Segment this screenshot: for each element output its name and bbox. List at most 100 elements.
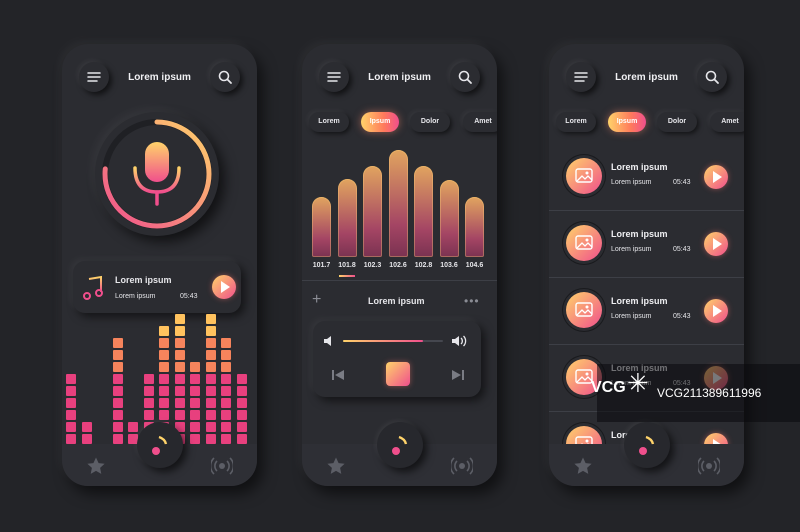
search-button[interactable]	[697, 62, 727, 92]
tab-lorem[interactable]: Lorem	[556, 112, 596, 132]
broadcast-icon[interactable]	[698, 456, 720, 476]
visualizer-cell	[236, 410, 247, 420]
visualizer-cell	[236, 434, 247, 444]
list-item[interactable]: Lorem ipsum Lorem ipsum 05:43	[549, 211, 744, 278]
visualizer-cell	[128, 434, 138, 444]
equalizer-bar[interactable]	[312, 196, 331, 257]
broadcast-icon[interactable]	[211, 456, 233, 476]
music-fab-button[interactable]	[376, 422, 423, 468]
menu-button[interactable]	[79, 62, 109, 92]
search-button[interactable]	[450, 62, 480, 92]
item-time: 05:43	[673, 179, 691, 186]
stop-button[interactable]	[386, 362, 410, 386]
item-subtitle: Lorem ipsum	[611, 179, 652, 186]
menu-button[interactable]	[319, 62, 349, 92]
more-icon[interactable]: •••	[464, 294, 480, 308]
item-subtitle: Lorem ipsum	[611, 313, 652, 320]
star-icon[interactable]	[86, 456, 106, 476]
equalizer-bar[interactable]	[465, 196, 484, 257]
play-button[interactable]	[212, 275, 236, 299]
visualizer-cell	[112, 374, 123, 384]
record-button[interactable]	[95, 112, 219, 236]
frequency-label: 102.6	[389, 262, 407, 269]
star-icon[interactable]	[573, 456, 593, 476]
tab-ipsum[interactable]: Ipsum	[361, 112, 399, 132]
visualizer-cell	[205, 326, 216, 336]
visualizer-cell	[66, 434, 76, 444]
frequency-label: 102.8	[414, 262, 433, 269]
visualizer-cell	[81, 422, 92, 432]
visualizer-cell	[159, 326, 169, 336]
search-button[interactable]	[210, 62, 240, 92]
visualizer-cell	[190, 434, 200, 444]
visualizer-cell	[112, 422, 123, 432]
visualizer-cell	[205, 314, 216, 324]
visualizer-cell	[236, 398, 247, 408]
visualizer-cell	[236, 422, 247, 432]
page-title: Lorem ipsum	[615, 72, 678, 83]
visualizer-cell	[66, 398, 76, 408]
visualizer-cell	[236, 374, 247, 384]
equalizer-bar[interactable]	[363, 165, 382, 257]
add-icon[interactable]: +	[312, 291, 322, 308]
visualizer-cell	[66, 410, 76, 420]
visualizer-cell	[112, 338, 123, 348]
previous-icon[interactable]	[331, 368, 345, 382]
equalizer-chart	[312, 147, 488, 257]
visualizer-cell	[190, 386, 200, 396]
music-note-icon	[83, 275, 103, 300]
tab-ipsum[interactable]: Ipsum	[608, 112, 646, 132]
screen-equalizer: Lorem ipsum Lorem Ipsum Dolor Amet 101.7…	[302, 44, 497, 486]
visualizer-cell	[205, 362, 216, 372]
menu-icon	[574, 72, 588, 82]
volume-slider[interactable]	[343, 340, 443, 342]
equalizer-bar[interactable]	[439, 180, 459, 257]
music-note-icon	[391, 435, 407, 455]
visualizer-cell	[174, 422, 185, 432]
page-title: Lorem ipsum	[368, 72, 431, 83]
visualizer-cell	[205, 374, 216, 384]
menu-button[interactable]	[566, 62, 596, 92]
visualizer-cell	[205, 410, 216, 420]
tab-dolor[interactable]: Dolor	[410, 112, 450, 132]
equalizer-bar[interactable]	[337, 178, 357, 257]
item-subtitle: Lorem ipsum	[611, 246, 652, 253]
frequency-label: 101.7	[312, 262, 331, 269]
tab-amet[interactable]: Amet	[710, 112, 744, 132]
microphone-icon	[133, 142, 181, 206]
visualizer-cell	[221, 350, 231, 360]
visualizer-cell	[81, 434, 92, 444]
tab-dolor[interactable]: Dolor	[657, 112, 697, 132]
play-button[interactable]	[704, 232, 728, 256]
list-item[interactable]: Lorem ipsum Lorem ipsum 05:43	[549, 144, 744, 211]
visualizer-cell	[174, 362, 185, 372]
tab-lorem[interactable]: Lorem	[309, 112, 349, 132]
search-icon	[458, 70, 472, 84]
broadcast-icon[interactable]	[451, 456, 473, 476]
equalizer-bar[interactable]	[414, 165, 433, 257]
visualizer-cell	[174, 338, 185, 348]
visualizer-cell	[143, 374, 154, 384]
menu-icon	[87, 72, 101, 82]
play-button[interactable]	[704, 299, 728, 323]
visualizer-cell	[221, 374, 231, 384]
music-fab-button[interactable]	[136, 422, 183, 468]
volume-high-icon	[452, 335, 467, 347]
play-button[interactable]	[704, 165, 728, 189]
menu-icon	[327, 72, 341, 82]
player-controls-card	[313, 321, 481, 397]
watermark-logo: VCG	[591, 379, 626, 396]
visualizer-cell	[66, 374, 76, 384]
visualizer-cell	[174, 374, 185, 384]
next-icon[interactable]	[451, 368, 465, 382]
tab-amet[interactable]: Amet	[463, 112, 497, 132]
equalizer-labels: 101.7 101.8 102.3 102.6 102.8 103.6 104.6	[312, 262, 488, 272]
frequency-marker	[339, 275, 355, 277]
equalizer-bar[interactable]	[388, 150, 408, 257]
star-icon[interactable]	[326, 456, 346, 476]
visualizer-cell	[205, 386, 216, 396]
music-fab-button[interactable]	[623, 422, 670, 468]
now-playing-card[interactable]: Lorem ipsum Lorem ipsum 05:43	[73, 261, 241, 313]
list-item[interactable]: Lorem ipsum Lorem ipsum 05:43	[549, 278, 744, 345]
divider	[302, 280, 497, 281]
